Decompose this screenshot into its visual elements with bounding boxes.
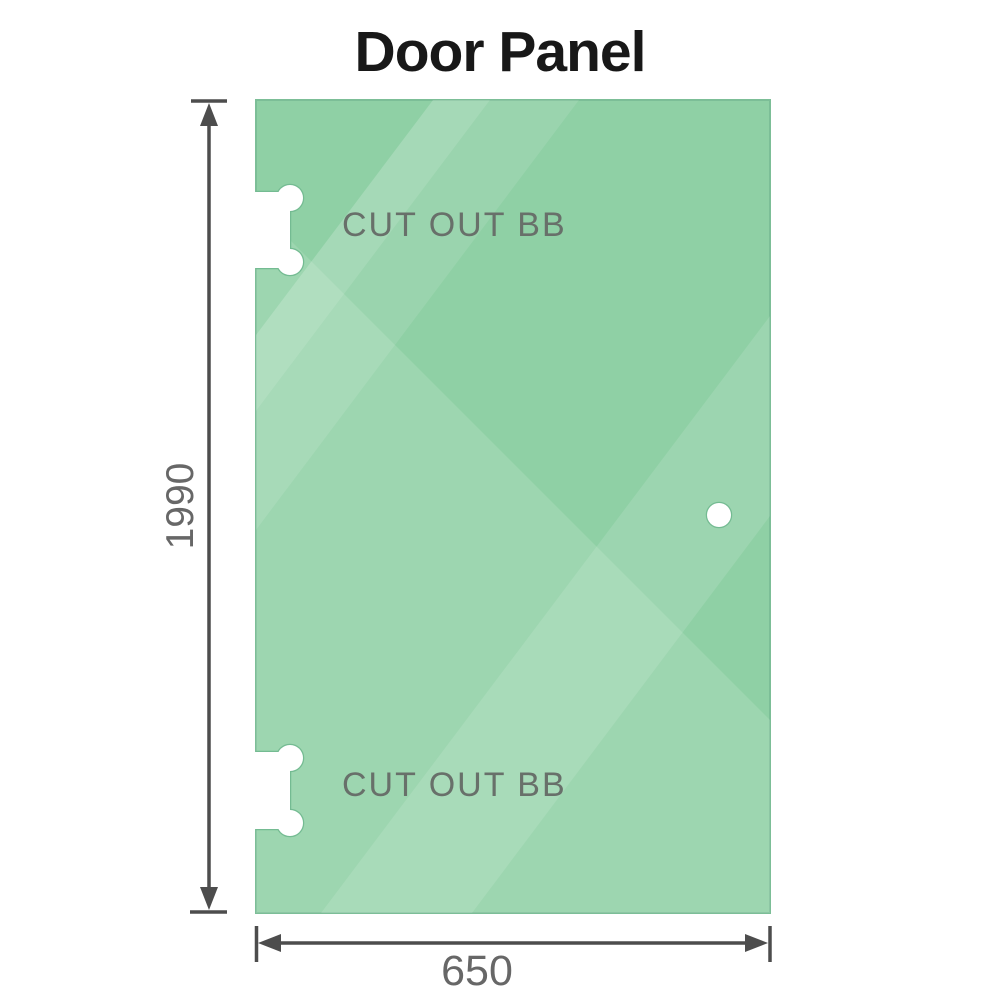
arrow-left-icon — [258, 934, 281, 952]
page-title: Door Panel — [354, 20, 647, 84]
height-dimension-value: 1990 — [159, 462, 202, 550]
glass-panel — [254, 99, 771, 914]
width-dimension — [254, 926, 772, 962]
handle-hole — [705, 501, 733, 529]
height-dimension — [190, 99, 227, 914]
arrow-right-icon — [745, 934, 768, 952]
glass-panel-surface — [255, 99, 771, 914]
hinge-cutout-top — [254, 183, 305, 277]
width-dimension-value: 650 — [441, 947, 513, 995]
glass-sheen — [256, 100, 770, 913]
arrow-up-icon — [200, 103, 218, 126]
cutout-label-bottom: CUT OUT BB — [342, 766, 567, 804]
hinge-cutout-bottom — [254, 743, 305, 838]
arrow-down-icon — [200, 887, 218, 910]
cutout-label-top: CUT OUT BB — [342, 206, 567, 244]
